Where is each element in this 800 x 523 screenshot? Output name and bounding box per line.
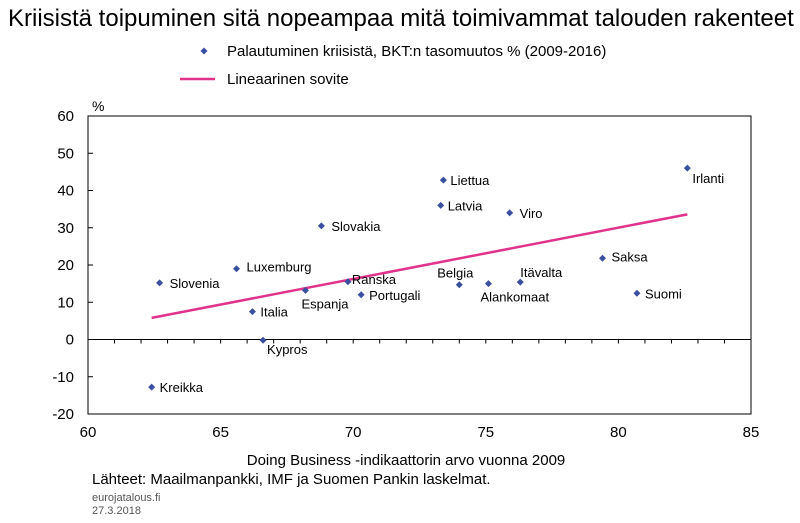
point-slovakia [318,222,325,229]
point-kreikka [148,384,155,391]
y-axis-label: % [92,98,104,114]
y-tick-label: 30 [57,220,74,237]
point-label-italia: Italia [260,305,288,320]
point-label-slovakia: Slovakia [331,219,381,234]
y-tick-label: 10 [57,294,74,311]
point-label-kreikka: Kreikka [160,380,204,395]
x-tick-label: 85 [743,424,760,441]
y-tick-label: 50 [57,145,74,162]
point-label-kypros: Kypros [267,342,308,357]
point-label-suomi: Suomi [645,286,682,301]
point-italia [249,308,256,315]
point-label-belgia: Belgia [437,266,474,281]
x-tick-label: 65 [212,424,229,441]
point-alankomaat [485,280,492,287]
point-kypros [260,337,267,344]
point-label-luxemburg: Luxemburg [247,260,312,275]
x-tick-label: 70 [345,424,362,441]
y-tick-label: 60 [57,108,74,125]
point-label-ranska: Ranska [352,272,397,287]
point-latvia [437,202,444,209]
point-label-irlanti: Irlanti [692,171,724,186]
point-slovenia [156,279,163,286]
point-label-saksa: Saksa [611,249,648,264]
legend-label-scatter: Palautuminen kriisistä, BKT:n tasomuutos… [227,43,606,60]
legend-marker-diamond [201,48,208,55]
legend: Palautuminen kriisistä, BKT:n tasomuutos… [180,43,606,88]
point-label-itavalta: Itävalta [520,265,563,280]
point-suomi [633,290,640,297]
x-tick-label: 60 [80,424,97,441]
point-label-liettua: Liettua [450,173,490,188]
point-label-portugali: Portugali [369,288,420,303]
site-name: eurojatalous.fi [92,492,161,505]
point-label-espanja: Espanja [301,296,349,311]
point-label-alankomaat: Alankomaat [480,290,549,305]
x-tick-label: 80 [610,424,627,441]
y-tick-label: -10 [52,369,74,386]
point-label-latvia: Latvia [448,198,483,213]
point-irlanti [684,165,691,172]
axes: -20 -10 0 10 20 30 40 50 60 60 65 70 75 80 85 [52,108,759,441]
point-viro [506,209,513,216]
points-layer: Irlanti Liettua Latvia Viro Slovakia Saksa Lux… [148,165,724,396]
x-axis-label: Doing Business -indikaattorin arvo vuonn… [247,452,566,469]
point-liettua [440,177,447,184]
point-portugali [358,291,365,298]
legend-label-fit: Lineaarinen sovite [227,71,349,88]
publish-date: 27.3.2018 [92,505,141,518]
x-tick-label: 75 [477,424,494,441]
y-tick-label: -20 [52,406,74,423]
source-note: Lähteet: Maailmanpankki, IMF ja Suomen P… [92,471,491,488]
y-tick-label: 40 [57,183,74,200]
y-tick-label: 20 [57,257,74,274]
point-belgia [456,281,463,288]
y-tick-label: 0 [66,332,74,349]
point-label-viro: Viro [520,206,543,221]
point-label-slovenia: Slovenia [170,276,221,291]
point-luxemburg [233,265,240,272]
point-saksa [599,255,606,262]
